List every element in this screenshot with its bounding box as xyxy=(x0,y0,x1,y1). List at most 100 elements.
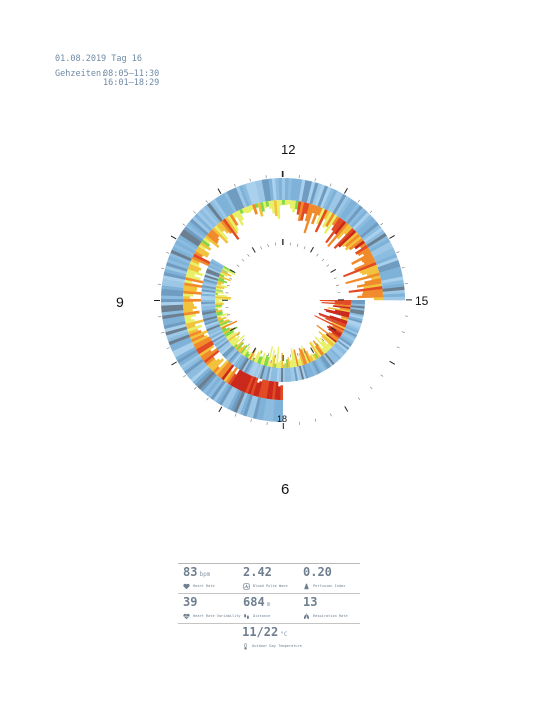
outer-ring-baseline-segment xyxy=(378,263,401,273)
inner-ring-activity-bar xyxy=(321,302,351,306)
outer-ring-baseline-segment xyxy=(163,320,186,330)
inner-ring-baseline-segment xyxy=(318,357,328,371)
outer-ring-baseline-segment xyxy=(190,365,210,383)
outer-ring-activity-bar xyxy=(284,200,288,206)
inner-ring-activity-bar xyxy=(215,292,219,295)
inner-ring-baseline-segment xyxy=(205,270,220,278)
inner-ring-activity-bar xyxy=(247,351,253,359)
outer-ring-activity-bar xyxy=(343,262,377,278)
outer-ring-baseline-segment xyxy=(379,266,402,276)
outer-ring-baseline-segment xyxy=(337,197,353,218)
inner-ring-activity-bar xyxy=(218,319,230,325)
outer-clock-tick xyxy=(250,418,252,422)
inner-ring-baseline-segment xyxy=(202,282,217,288)
outer-ring-activity-bar xyxy=(183,301,193,305)
inner-ring-baseline-segment xyxy=(269,367,275,382)
inner-ring-activity-bar xyxy=(215,289,224,293)
outer-clock-tick xyxy=(217,188,222,195)
outer-ring-activity-bar xyxy=(191,333,205,343)
inner-ring-activity-bar xyxy=(334,301,351,304)
metric-label: Perfusion Index xyxy=(313,584,346,588)
walking-times-label: Gehzeiten: xyxy=(55,69,107,79)
metric-value: 2.42 xyxy=(243,565,272,579)
metric-value: 684 xyxy=(243,595,265,609)
inner-clock-tick xyxy=(247,343,250,347)
outer-clock-tick xyxy=(357,397,361,400)
metric-label: Heart Rate xyxy=(193,584,215,588)
inner-ring-activity-bar xyxy=(332,325,344,333)
outer-ring-baseline-segment xyxy=(246,395,256,418)
outer-ring-activity-bar xyxy=(188,328,199,335)
outer-ring-baseline-segment xyxy=(259,398,267,421)
inner-ring-activity-bar xyxy=(341,315,349,320)
outer-ring-baseline-segment xyxy=(161,285,184,291)
outer-clock-tick xyxy=(166,347,170,349)
inner-ring-activity-bar xyxy=(236,342,245,351)
outer-ring-activity-bar xyxy=(304,203,313,222)
inner-ring-baseline-segment xyxy=(209,330,224,340)
inner-clock-tick xyxy=(247,253,250,257)
inner-ring-baseline-segment xyxy=(339,335,353,345)
inner-ring-baseline-segment xyxy=(201,301,216,305)
outer-ring-activity-bar xyxy=(241,207,247,214)
outer-ring-activity-bar xyxy=(361,254,374,263)
inner-ring-activity-bar xyxy=(316,324,339,342)
inner-ring-activity-bar xyxy=(215,287,222,291)
outer-clock-tick xyxy=(401,331,405,333)
heart-variability-icon xyxy=(183,613,190,620)
outer-ring-baseline-segment xyxy=(233,391,246,413)
inner-ring-activity-bar xyxy=(312,340,325,356)
inner-ring-baseline-segment xyxy=(208,327,222,336)
outer-ring-activity-bar xyxy=(222,218,240,240)
inner-ring-baseline-segment xyxy=(203,278,218,285)
outer-ring-baseline-segment xyxy=(319,186,332,209)
inner-ring-baseline-segment xyxy=(349,314,364,320)
inner-ring-activity-bar xyxy=(272,355,276,368)
outer-ring-baseline-segment xyxy=(373,247,395,260)
outer-ring-baseline-segment xyxy=(221,386,236,408)
outer-ring-activity-bar xyxy=(214,356,233,376)
outer-ring-baseline-segment xyxy=(330,192,344,214)
metric-value: 13 xyxy=(303,595,318,609)
outer-ring-baseline-segment xyxy=(295,179,303,202)
inner-ring-baseline-segment xyxy=(338,337,352,347)
outer-clock-tick xyxy=(389,360,396,365)
inner-ring-activity-bar xyxy=(334,304,351,308)
outer-ring-baseline-segment xyxy=(358,219,378,237)
outer-ring-baseline-segment xyxy=(352,212,371,231)
outer-clock-tick xyxy=(369,386,373,390)
walking-time-2: 16:01–18:29 xyxy=(103,78,160,88)
outer-ring-baseline-segment xyxy=(161,301,184,306)
inner-ring-activity-bar xyxy=(228,336,237,343)
inner-ring-baseline-segment xyxy=(350,303,365,307)
outer-ring-activity-bar xyxy=(197,339,219,355)
inner-ring-activity-bar xyxy=(325,317,346,328)
inner-clock-tick xyxy=(252,347,257,354)
outer-ring-activity-bar xyxy=(216,223,225,233)
metrics-row-3: 11/22 °C Outdoor Day Temperature xyxy=(178,624,360,653)
outer-clock-tick xyxy=(183,374,186,378)
outer-clock-tick xyxy=(161,331,165,334)
outer-clock-tick xyxy=(330,413,332,417)
outer-ring-baseline-segment xyxy=(379,269,403,279)
inner-clock-tick xyxy=(316,253,319,257)
inner-ring-baseline-segment xyxy=(327,350,338,363)
inner-ring-baseline-segment xyxy=(210,332,225,341)
inner-ring-activity-bar xyxy=(305,350,313,363)
inner-clock-tick xyxy=(267,353,270,357)
outer-ring-baseline-segment xyxy=(381,279,404,287)
inner-ring-baseline-segment xyxy=(296,366,303,381)
inner-ring-baseline-segment xyxy=(291,367,296,382)
outer-ring-baseline-segment xyxy=(162,275,186,283)
outer-ring-activity-bar xyxy=(183,290,204,295)
inner-ring-baseline-segment xyxy=(232,353,244,367)
outer-ring-activity-bar xyxy=(246,205,252,213)
outer-ring-baseline-segment xyxy=(248,181,258,205)
outer-ring-baseline-segment xyxy=(262,398,270,421)
inner-ring-activity-bar xyxy=(244,351,250,358)
outer-ring-baseline-segment xyxy=(223,191,238,213)
inner-ring-activity-bar xyxy=(319,300,351,302)
outer-ring-baseline-segment xyxy=(275,178,280,201)
inner-ring-activity-bar xyxy=(222,327,230,333)
outer-ring-baseline-segment xyxy=(188,362,208,380)
